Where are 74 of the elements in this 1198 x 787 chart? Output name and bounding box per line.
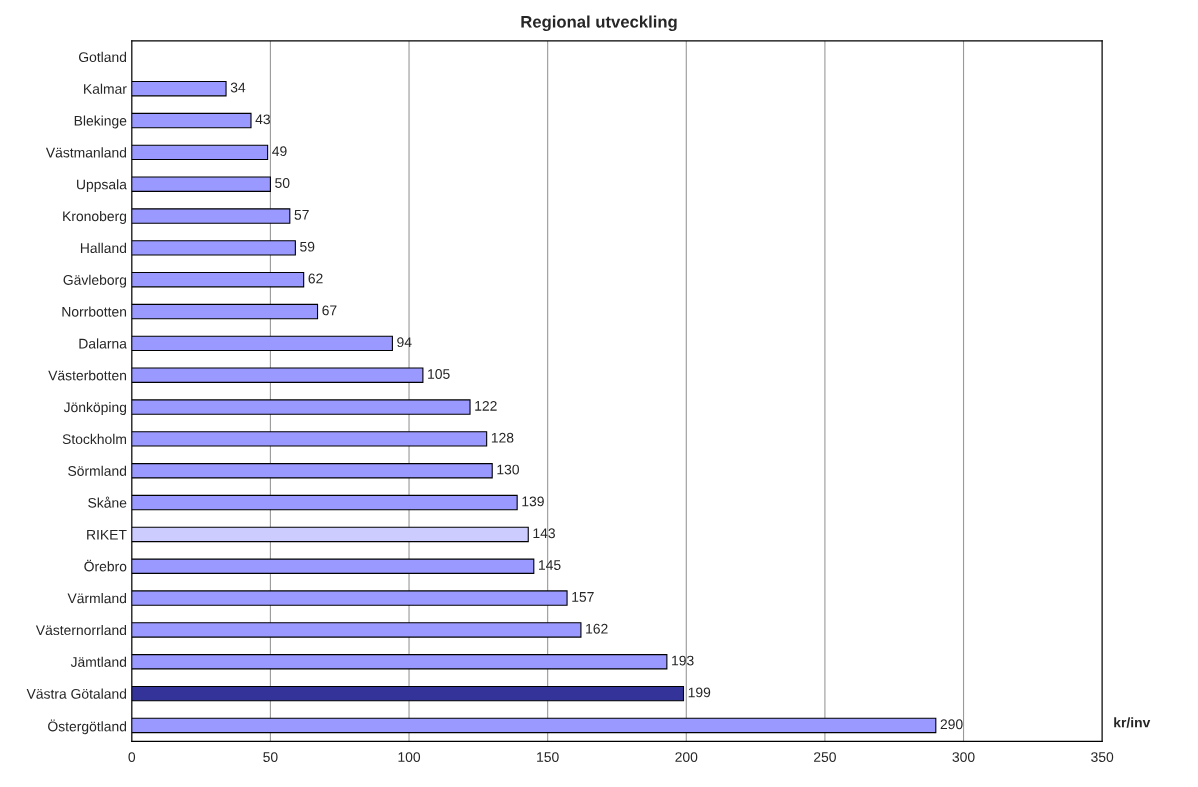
bar (131, 622, 582, 638)
y-tick-label: RIKET (87, 529, 127, 540)
bar (131, 558, 535, 574)
y-tick-label: Jämtland (70, 656, 127, 667)
data-label: 199 (688, 687, 711, 698)
data-label: 193 (672, 655, 694, 666)
data-label: 67 (322, 305, 337, 316)
bar (131, 367, 424, 383)
bar (131, 240, 296, 256)
y-tick-label: Västra Götaland (26, 688, 127, 699)
data-label: 34 (230, 82, 246, 93)
y-tick-label: Värmland (67, 593, 127, 604)
bar (131, 271, 305, 288)
bar (131, 654, 668, 670)
data-label: 49 (272, 146, 287, 157)
x-tick-label: 0 (128, 752, 136, 762)
bar (131, 176, 271, 192)
y-tick-label: Kalmar (84, 83, 127, 94)
y-tick-label: Västmanland (45, 147, 127, 158)
chart-title: Regional utveckling (521, 15, 677, 32)
bar (131, 463, 493, 479)
data-label: 59 (300, 241, 315, 252)
y-tick-label: Östergötland (48, 719, 127, 735)
data-label: 57 (294, 210, 309, 220)
y-tick-label: Skåne (88, 496, 127, 508)
y-tick-label: Norrbotten (62, 306, 127, 317)
y-tick-label: Dalarna (79, 338, 127, 349)
bar (131, 303, 319, 320)
bar (131, 144, 269, 161)
data-label: 145 (539, 560, 561, 570)
y-tick-label: Halland (80, 242, 127, 254)
y-tick-label: Sörmland (68, 465, 127, 476)
data-label: 143 (533, 528, 555, 539)
y-tick-label: Gotland (78, 51, 127, 63)
bar (131, 80, 227, 97)
data-label: 43 (255, 114, 270, 125)
y-tick-label: Kronoberg (63, 211, 127, 224)
y-tick-label: Stockholm (62, 433, 127, 445)
data-label: 62 (308, 273, 323, 284)
bar (131, 208, 291, 224)
bar (131, 112, 252, 129)
y-tick-label: Västerbotten (48, 370, 127, 381)
bar (131, 590, 568, 606)
bar (131, 685, 685, 702)
data-label: 162 (586, 623, 608, 634)
data-label: 105 (428, 369, 450, 379)
x-tick-label: 200 (675, 752, 698, 762)
y-tick-label: Örebro (84, 559, 127, 572)
data-label: 122 (475, 400, 497, 411)
bar (131, 494, 518, 511)
bar (131, 431, 488, 447)
data-label: 50 (275, 178, 290, 188)
bar (131, 335, 393, 352)
x-tick-label: 100 (398, 752, 421, 762)
x-tick-label: 300 (952, 752, 975, 762)
data-label: 130 (497, 464, 519, 475)
y-tick-label: Västernorrland (35, 624, 127, 636)
data-label: 139 (522, 496, 544, 507)
y-tick-label: Jönköping (63, 402, 127, 415)
bar (131, 399, 471, 415)
data-label: 157 (572, 592, 594, 602)
y-tick-label: Blekinge (74, 115, 127, 129)
bar (131, 526, 529, 543)
data-label: 128 (491, 432, 514, 443)
data-label: 94 (397, 337, 412, 348)
data-label: 290 (940, 719, 963, 730)
bar (131, 717, 937, 734)
x-tick-label: 350 (1091, 752, 1114, 762)
x-axis-title: kr/inv (1114, 717, 1151, 728)
y-tick-label: Uppsala (77, 179, 127, 193)
x-tick-label: 150 (537, 752, 559, 762)
x-tick-label: 250 (814, 752, 836, 762)
y-tick-label: Gävleborg (63, 274, 127, 288)
x-tick-label: 50 (263, 752, 278, 762)
